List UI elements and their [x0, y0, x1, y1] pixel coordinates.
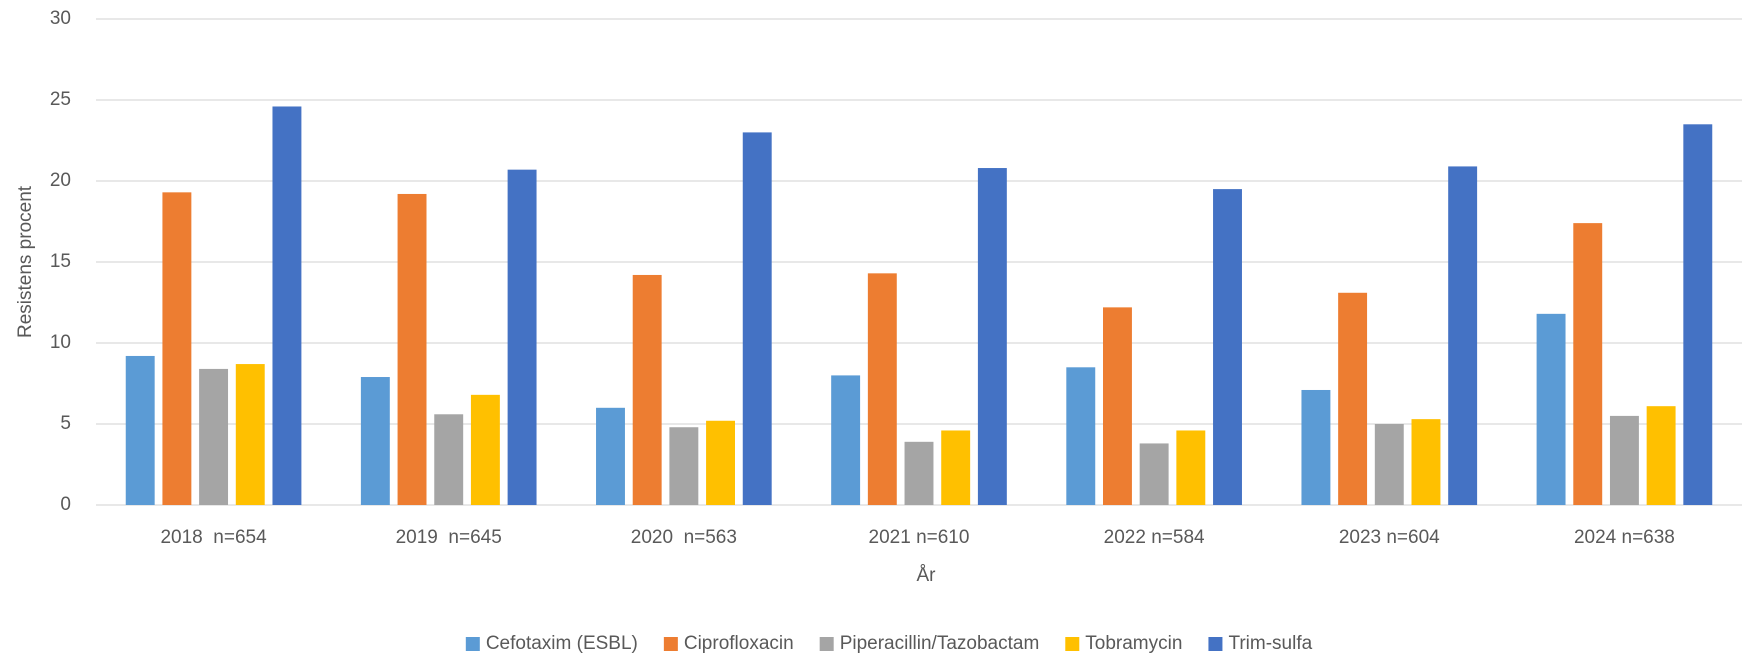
bar [596, 407, 625, 505]
x-tick-label: 2024 n=638 [1574, 527, 1675, 548]
legend-label: Cefotaxim (ESBL) [486, 633, 638, 654]
bar [360, 377, 390, 505]
bar [1066, 367, 1096, 505]
y-axis-label: Resistens procent [15, 185, 36, 338]
legend-swatch [465, 637, 480, 651]
y-tick-label: 25 [50, 89, 71, 110]
bar [1213, 189, 1242, 505]
bar [706, 420, 736, 505]
bar [272, 106, 302, 505]
bar [904, 441, 934, 505]
bar [1411, 419, 1441, 505]
x-tick-label: 2022 n=584 [1104, 527, 1205, 548]
x-tick-label: 2018 n=654 [160, 527, 267, 548]
legend-label: Piperacillin/Tazobactam [840, 633, 1040, 654]
bar [1102, 307, 1132, 505]
legend-swatch [819, 637, 834, 651]
x-axis-label: År [917, 565, 937, 586]
bar [1139, 443, 1169, 505]
y-tick-label: 15 [50, 251, 71, 272]
bar [1573, 223, 1603, 505]
bar [1536, 313, 1566, 505]
legend-label: Ciprofloxacin [684, 633, 794, 654]
bar [1448, 166, 1478, 506]
bar [831, 375, 861, 505]
bar [397, 193, 427, 505]
bar [632, 274, 662, 505]
y-tick-label: 10 [50, 332, 71, 353]
y-tick-label: 30 [50, 8, 71, 29]
x-tick-label: 2020 n=563 [631, 527, 737, 548]
legend-swatch [1208, 637, 1223, 651]
y-tick-label: 5 [60, 413, 71, 434]
legend-label: Trim-sulfa [1228, 633, 1312, 654]
x-tick-label: 2021 n=610 [869, 527, 970, 548]
bar [507, 169, 537, 505]
bar [470, 394, 500, 505]
bar [1338, 292, 1368, 505]
bar [1609, 415, 1639, 505]
bar [867, 273, 897, 505]
y-tick-label: 0 [60, 494, 71, 515]
bar [1374, 424, 1404, 505]
bar [199, 368, 229, 505]
bar [941, 430, 971, 505]
legend-label: Tobramycin [1085, 633, 1182, 654]
bar [125, 355, 155, 505]
x-tick-label: 2023 n=604 [1339, 527, 1440, 548]
bar [1176, 430, 1206, 505]
bar [162, 192, 192, 505]
legend-swatch [1065, 637, 1080, 651]
x-tick-label: 2019 n=645 [396, 527, 502, 548]
bar [434, 414, 464, 505]
y-tick-label: 20 [50, 170, 71, 191]
bar [235, 364, 265, 505]
bar [977, 168, 1007, 506]
bar [742, 132, 772, 505]
bar [669, 427, 699, 505]
bar [1646, 406, 1676, 505]
bar [1683, 124, 1713, 506]
bar [1301, 389, 1331, 505]
legend-swatch [663, 637, 678, 651]
